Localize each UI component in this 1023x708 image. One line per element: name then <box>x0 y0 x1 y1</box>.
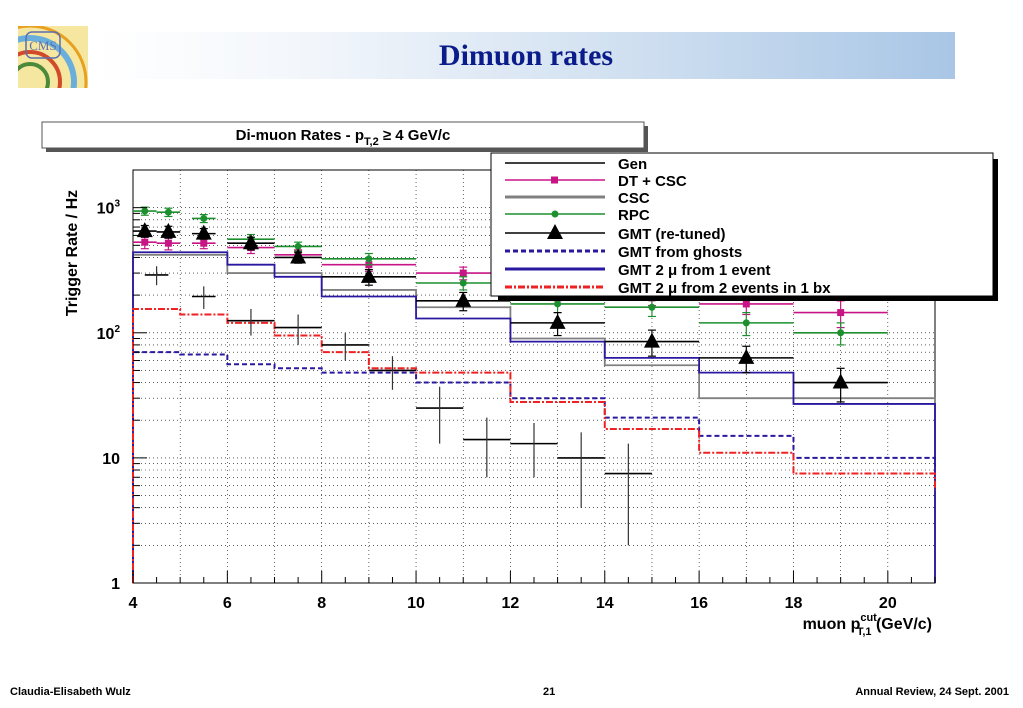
data-point-circle <box>164 208 172 216</box>
data-point-triangle <box>242 234 259 250</box>
slide-title-bar: Dimuon rates <box>97 32 955 79</box>
series-5 <box>132 351 936 583</box>
series-0 <box>144 266 652 546</box>
data-point-circle <box>459 279 467 287</box>
legend-entry: GMT from ghosts <box>505 244 742 261</box>
legend-label: GMT 2 μ from 2 events in 1 bx <box>618 280 831 297</box>
axes: 4 6 8 10 12 14 16 18 20 1 10 102 103 <box>97 169 936 612</box>
footer-author: Claudia-Elisabeth Wulz <box>10 686 131 698</box>
legend-entry: RPC <box>505 207 650 224</box>
y-tick-label: 1 <box>111 576 120 593</box>
data-point-square <box>742 300 750 308</box>
data-point-triangle <box>160 222 177 238</box>
legend-marker-triangle <box>547 224 563 239</box>
data-point-circle <box>648 303 656 311</box>
data-point-square <box>837 309 845 317</box>
data-point-triangle <box>832 373 849 389</box>
legend-label: Gen <box>618 156 647 173</box>
data-point-triangle <box>360 267 377 283</box>
histogram-line <box>132 307 936 583</box>
data-point-circle <box>365 255 373 263</box>
series-6 <box>132 251 936 583</box>
y-tick-label: 103 <box>97 199 121 218</box>
x-axis-label: muon pcut T,1 (GeV/c) <box>803 612 932 638</box>
footer-event: Annual Review, 24 Sept. 2001 <box>855 686 1009 698</box>
x-tick-label: 6 <box>223 595 232 612</box>
x-tick-label: 18 <box>785 595 803 612</box>
data-point-triangle <box>455 291 472 307</box>
legend-label: GMT 2 μ from 1 event <box>618 262 771 279</box>
histogram-line <box>132 351 936 583</box>
legend-label: GMT from ghosts <box>618 244 742 261</box>
legend-entry: DT + CSC <box>505 173 687 190</box>
y-axis-label: Trigger Rate / Hz <box>64 190 81 316</box>
data-point-circle <box>294 242 302 250</box>
legend-entry: Gen <box>505 156 647 173</box>
data-point-square <box>141 238 149 246</box>
data-point-circle <box>837 329 845 337</box>
cms-logo: CMS <box>18 26 88 88</box>
legend-label: DT + CSC <box>618 173 687 190</box>
histogram-line <box>132 251 936 583</box>
data-point-triangle <box>136 222 153 238</box>
legend-marker-square <box>551 176 558 184</box>
x-tick-label: 4 <box>129 595 138 612</box>
data-point-square <box>459 269 467 277</box>
data-point-triangle <box>195 224 212 240</box>
legend-entry: GMT 2 μ from 2 events in 1 bx <box>505 280 831 297</box>
series-4 <box>133 222 888 403</box>
dimuon-rates-chart: Di-muon Rates - pT,2 ≥ 4 GeV/c 4 6 8 10 12 14… <box>41 121 998 638</box>
x-tick-label: 14 <box>596 595 614 612</box>
x-tick-label: 20 <box>879 595 897 612</box>
cms-logo-text: CMS <box>29 38 56 53</box>
x-tick-label: 8 <box>317 595 326 612</box>
series-7 <box>132 307 936 583</box>
data-point-circle <box>554 300 562 308</box>
series-layer <box>132 206 936 583</box>
data-point-triangle <box>643 332 660 348</box>
y-tick-label: 10 <box>102 451 120 468</box>
legend-entry: CSC <box>505 190 650 207</box>
legend-label: CSC <box>618 190 650 207</box>
x-tick-label: 10 <box>407 595 425 612</box>
data-point-square <box>164 239 172 247</box>
chart-title-box <box>41 121 645 149</box>
y-tick-label: 102 <box>97 324 121 343</box>
data-point-triangle <box>549 313 566 329</box>
legend-label: GMT (re-tuned) <box>618 226 725 243</box>
x-tick-label: 12 <box>502 595 520 612</box>
slide-title: Dimuon rates <box>438 39 614 72</box>
legend-label: RPC <box>618 207 650 224</box>
legend-box <box>490 152 994 297</box>
data-point-circle <box>742 319 750 327</box>
data-point-square <box>200 239 208 247</box>
legend-entry: GMT (re-tuned) <box>505 224 725 243</box>
data-point-triangle <box>290 248 307 264</box>
data-point-circle <box>141 207 149 215</box>
data-point-triangle <box>738 348 755 364</box>
legend-entry: GMT 2 μ from 1 event <box>505 262 771 279</box>
footer-page-number: 21 <box>543 686 556 698</box>
chart-title: Di-muon Rates - pT,2 ≥ 4 GeV/c <box>236 127 451 148</box>
x-tick-label: 16 <box>690 595 708 612</box>
legend-marker-circle <box>551 210 559 218</box>
data-point-circle <box>200 214 208 222</box>
